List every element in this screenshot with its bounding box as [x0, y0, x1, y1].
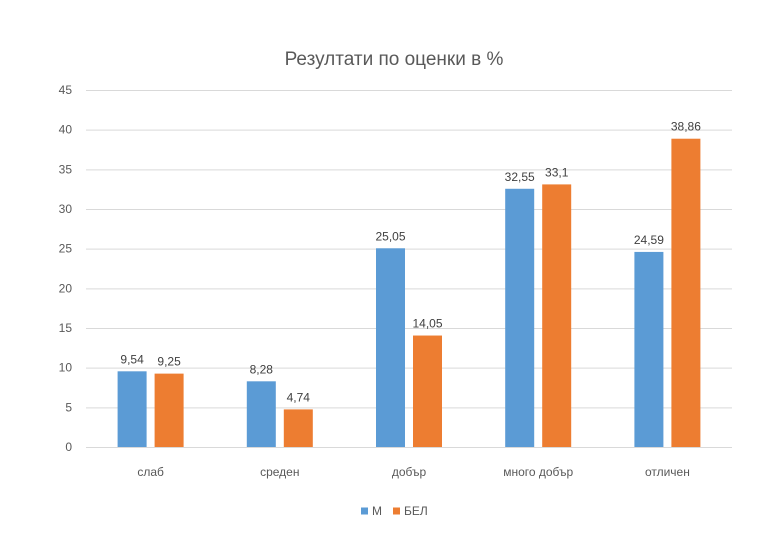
bar-bel-3	[542, 184, 572, 447]
bars-layer	[117, 138, 701, 447]
bar-m-2	[376, 248, 405, 447]
x-tick-label: слаб	[137, 465, 164, 479]
legend-label-m: М	[372, 504, 382, 518]
y-tick-label: 30	[59, 202, 73, 216]
data-label: 8,28	[250, 362, 274, 376]
chart-title: Резултати по оценки в %	[285, 49, 504, 70]
data-label: 14,05	[412, 317, 442, 331]
x-tick-label: добър	[392, 465, 427, 479]
bar-bel-0	[154, 373, 184, 447]
y-tick-label: 15	[59, 321, 73, 335]
y-tick-label: 5	[65, 400, 72, 414]
data-label: 24,59	[634, 233, 664, 247]
bar-m-4	[634, 251, 664, 447]
data-label: 9,25	[157, 355, 181, 369]
data-label: 25,05	[375, 229, 405, 243]
x-tick-label: много добър	[503, 465, 573, 479]
bar-m-1	[246, 381, 276, 447]
bar-m-0	[117, 371, 147, 447]
x-tick-label: среден	[260, 465, 299, 479]
y-tick-label: 25	[59, 242, 73, 256]
grid-layer: 0 5 10 15 20 25 30 35 40 45	[59, 83, 732, 454]
labels-layer: 9,54 9,25 слаб 8,28 4,74 среден 25,05 14,05 добъ…	[120, 120, 701, 479]
bar-bel-2	[413, 335, 442, 447]
y-tick-label: 40	[59, 123, 73, 137]
y-tick-label: 20	[59, 281, 73, 295]
data-label: 33,1	[545, 165, 569, 179]
y-tick-label: 45	[59, 83, 73, 97]
data-label: 4,74	[287, 390, 311, 404]
bar-m-3	[505, 188, 535, 447]
bar-bel-1	[283, 409, 313, 447]
bar-bel-4	[671, 138, 701, 447]
data-label: 32,55	[505, 170, 535, 184]
legend: М БЕЛ	[361, 504, 428, 518]
y-tick-label: 10	[59, 361, 73, 375]
legend-swatch-bel	[393, 507, 400, 515]
x-tick-label: отличен	[645, 465, 690, 479]
y-tick-label: 35	[59, 162, 73, 176]
y-tick-label: 0	[65, 440, 72, 454]
legend-label-bel: БЕЛ	[404, 504, 428, 518]
data-label: 9,54	[120, 352, 144, 366]
data-label: 38,86	[671, 120, 701, 134]
legend-swatch-m	[361, 507, 368, 515]
